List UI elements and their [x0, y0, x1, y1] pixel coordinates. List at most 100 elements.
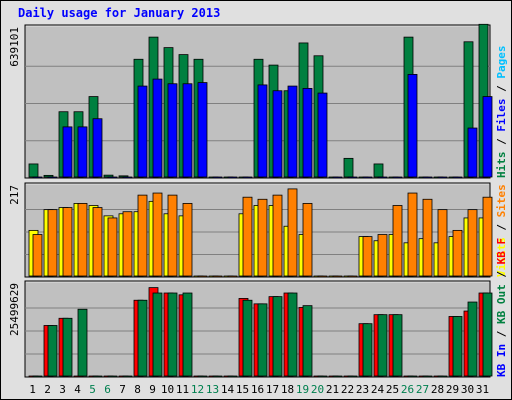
bar-sites	[182, 203, 193, 277]
x-tick-label: 23	[356, 383, 369, 396]
bar-sites	[317, 275, 328, 278]
legend-visits: Visits	[495, 237, 508, 277]
x-tick-label: 17	[266, 383, 279, 396]
bar-sites	[77, 203, 88, 277]
bar-files	[287, 85, 298, 178]
bar-files	[242, 176, 253, 179]
bar-files	[467, 127, 478, 178]
legend-kb-in: KB In	[495, 344, 508, 377]
x-tick-label: 27	[416, 383, 429, 396]
chart-title: Daily usage for January 2013	[18, 6, 220, 20]
bar-sites	[212, 275, 223, 278]
legend-files: Files	[495, 99, 508, 132]
bar-files	[317, 92, 328, 178]
bar-kb-out	[347, 375, 358, 378]
bar-kb-out	[182, 292, 193, 377]
bar-sites	[377, 234, 388, 277]
x-tick-label: 13	[206, 383, 219, 396]
bar-kb-out	[32, 375, 43, 378]
bar-files	[227, 176, 238, 179]
bar-files	[167, 83, 178, 178]
x-tick-label: 29	[446, 383, 459, 396]
x-tick-label: 8	[134, 383, 141, 396]
bar-files	[377, 176, 388, 179]
legend-separator: /	[495, 79, 508, 99]
bar-kb-out	[332, 375, 343, 378]
bar-sites	[137, 194, 148, 277]
y-max-label: 217	[8, 185, 21, 205]
x-tick-label: 2	[44, 383, 51, 396]
x-tick-label: 28	[431, 383, 444, 396]
bar-files	[452, 176, 463, 179]
bar-kb-out	[437, 375, 448, 378]
bar-files	[62, 126, 73, 178]
bar-files	[77, 126, 88, 178]
x-tick-label: 1	[29, 383, 36, 396]
y-max-label: 25499629	[8, 283, 21, 336]
bar-kb-out	[212, 375, 223, 378]
legend-separator: /	[495, 132, 508, 152]
bar-files	[272, 90, 283, 178]
bar-kb-out	[422, 375, 433, 378]
bar-sites	[167, 194, 178, 277]
x-tick-label: 15	[236, 383, 249, 396]
x-tick-label: 7	[119, 383, 126, 396]
bar-sites	[467, 209, 478, 277]
bar-files	[47, 176, 58, 179]
bar-sites	[362, 236, 373, 277]
bar-kb-out	[467, 301, 478, 377]
bar-kb-out	[167, 292, 178, 377]
x-tick-label: 10	[161, 383, 174, 396]
bar-hits	[343, 157, 354, 178]
bar-sites	[107, 217, 118, 277]
legend-separator: /	[495, 324, 508, 344]
bar-sites	[347, 275, 358, 278]
x-tick-label: 9	[149, 383, 156, 396]
bar-kb-out	[227, 375, 238, 378]
bar-kb-out	[137, 299, 148, 377]
x-tick-label: 3	[59, 383, 66, 396]
bar-sites	[392, 205, 403, 277]
bar-files	[197, 82, 208, 178]
x-tick-label: 21	[326, 383, 339, 396]
x-tick-label: 11	[176, 383, 189, 396]
bar-kb-out	[107, 375, 118, 378]
panel-middle: 217 Visits / Sites	[8, 182, 508, 278]
x-tick-label: 30	[461, 383, 474, 396]
bar-hits	[28, 163, 39, 178]
bar-sites	[302, 203, 313, 277]
bar-kb-out	[92, 375, 103, 378]
x-tick-labels: 1 2 3 4 5 6 7 8 9 10 11 12 13 14 15 16 17 18 19 20 21 22 23 24 2…	[29, 383, 489, 396]
bar-sites	[242, 196, 253, 277]
bar-files	[302, 88, 313, 178]
bar-sites	[257, 198, 268, 277]
bar-files	[212, 176, 223, 179]
bar-sites	[197, 275, 208, 278]
bar-files	[137, 85, 148, 178]
x-tick-label: 4	[74, 383, 81, 396]
bar-sites	[272, 194, 283, 277]
x-tick-label: 31	[476, 383, 489, 396]
bar-sites	[62, 207, 73, 277]
bar-files	[332, 176, 343, 179]
bar-sites	[122, 211, 133, 277]
bar-kb-out	[77, 308, 88, 377]
bar-sites	[437, 209, 448, 277]
bar-files	[182, 83, 193, 178]
legend-sites: Sites	[495, 184, 508, 217]
bar-kb-out	[272, 296, 283, 377]
bar-kb-out	[407, 375, 418, 378]
right-legend: Hits / Files / Pages	[495, 46, 508, 179]
legend-pages: Pages	[495, 46, 508, 79]
bar-files	[437, 176, 448, 179]
bar-sites	[152, 192, 163, 277]
bar-files	[392, 176, 403, 179]
x-tick-label: 16	[251, 383, 264, 396]
x-tick-label: 19	[296, 383, 309, 396]
right-legend: KB In / KB Out / KB F	[495, 238, 508, 377]
legend-separator: /	[495, 217, 508, 237]
bar-kb-out	[122, 375, 133, 378]
bar-kb-out	[392, 314, 403, 377]
